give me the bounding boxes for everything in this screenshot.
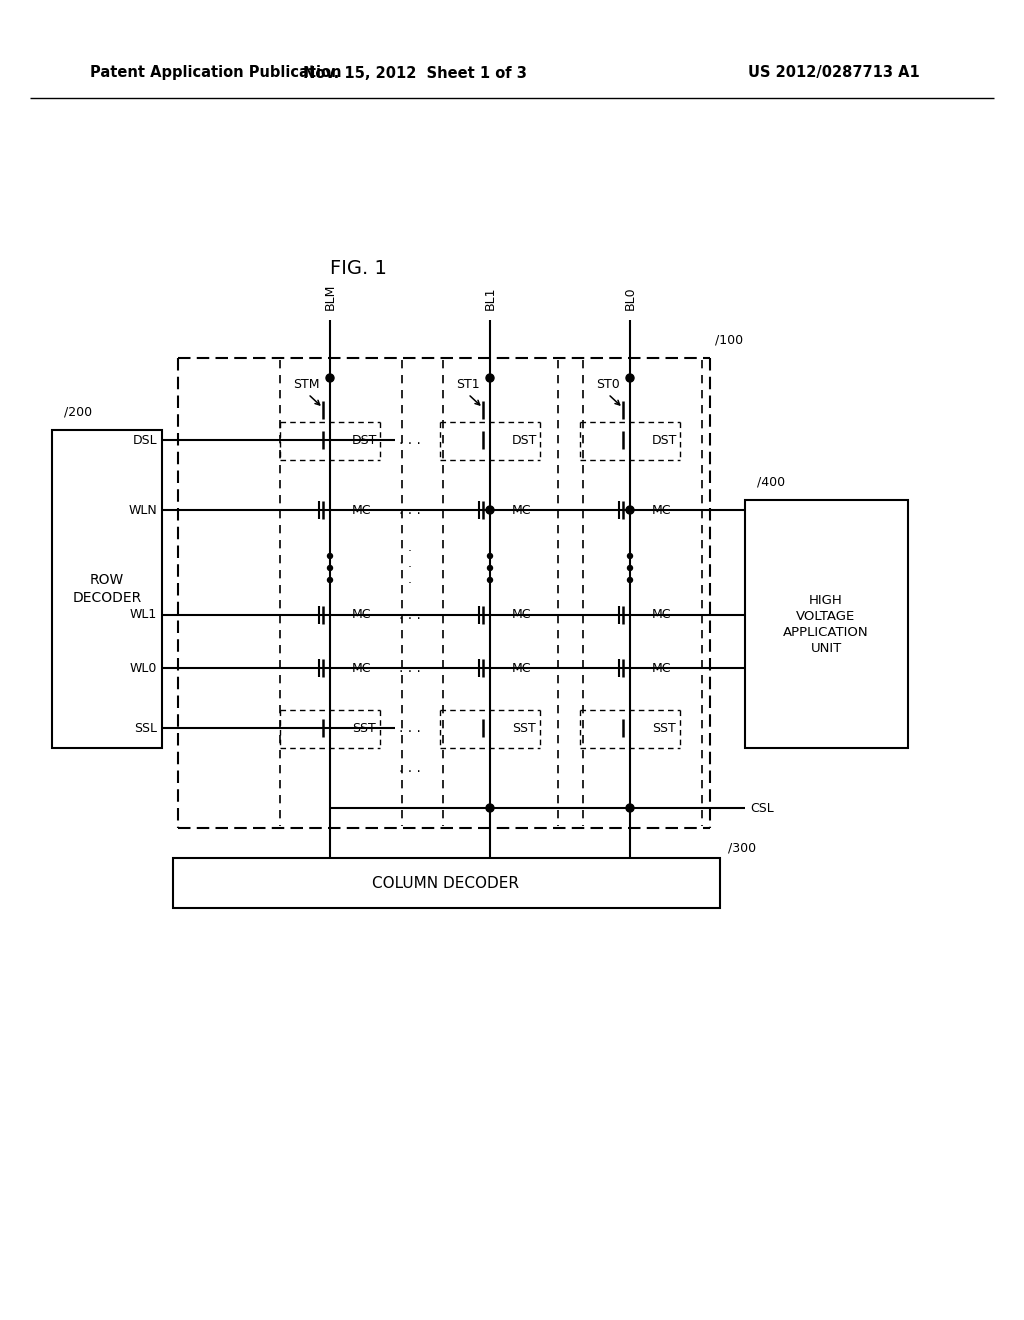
Text: /200: /200 <box>63 405 92 418</box>
Text: MC: MC <box>512 661 531 675</box>
Text: MC: MC <box>512 503 531 516</box>
Text: . . .: . . . <box>399 433 421 447</box>
Circle shape <box>487 578 493 582</box>
Text: SST: SST <box>512 722 536 734</box>
Text: BL0: BL0 <box>624 286 637 310</box>
Text: . . .: . . . <box>399 609 421 622</box>
Text: DST: DST <box>652 433 677 446</box>
Text: MC: MC <box>652 503 672 516</box>
Bar <box>745 500 908 748</box>
Bar <box>52 430 162 748</box>
Text: COLUMN DECODER: COLUMN DECODER <box>373 875 519 891</box>
Text: MC: MC <box>652 609 672 622</box>
Circle shape <box>626 804 634 812</box>
Text: ST0: ST0 <box>596 378 620 391</box>
Text: US 2012/0287713 A1: US 2012/0287713 A1 <box>748 66 920 81</box>
Text: . . .: . . . <box>399 661 421 675</box>
Circle shape <box>626 506 634 513</box>
Text: SST: SST <box>652 722 676 734</box>
Text: . . .: . . . <box>399 503 421 517</box>
Text: HIGH
VOLTAGE
APPLICATION
UNIT: HIGH VOLTAGE APPLICATION UNIT <box>783 594 868 655</box>
Circle shape <box>628 553 633 558</box>
Circle shape <box>487 553 493 558</box>
Bar <box>173 858 720 908</box>
Circle shape <box>486 374 494 381</box>
Circle shape <box>486 506 494 513</box>
Text: ST1: ST1 <box>457 378 480 391</box>
Circle shape <box>486 804 494 812</box>
Circle shape <box>328 553 333 558</box>
Circle shape <box>328 578 333 582</box>
Text: /300: /300 <box>728 842 756 854</box>
Text: MC: MC <box>512 609 531 622</box>
Text: BL1: BL1 <box>483 286 497 310</box>
Text: WL0: WL0 <box>130 661 157 675</box>
Text: STM: STM <box>294 378 319 391</box>
Circle shape <box>487 565 493 570</box>
Text: FIG. 1: FIG. 1 <box>330 259 386 277</box>
Text: MC: MC <box>352 661 372 675</box>
Circle shape <box>326 374 334 381</box>
Text: . . .: . . . <box>399 762 421 775</box>
Text: DST: DST <box>512 433 538 446</box>
Text: ·
·
·: · · · <box>408 545 412 590</box>
Text: WL1: WL1 <box>130 609 157 622</box>
Text: DST: DST <box>352 433 378 446</box>
Text: DSL: DSL <box>132 433 157 446</box>
Text: WLN: WLN <box>128 503 157 516</box>
Circle shape <box>628 578 633 582</box>
Text: BLM: BLM <box>324 284 337 310</box>
Circle shape <box>628 565 633 570</box>
Text: MC: MC <box>652 661 672 675</box>
Text: . . .: . . . <box>399 721 421 735</box>
Text: ROW
DECODER: ROW DECODER <box>73 573 141 605</box>
Text: Nov. 15, 2012  Sheet 1 of 3: Nov. 15, 2012 Sheet 1 of 3 <box>303 66 527 81</box>
Text: /400: /400 <box>757 475 785 488</box>
Text: CSL: CSL <box>750 801 774 814</box>
Text: MC: MC <box>352 609 372 622</box>
Text: /100: /100 <box>715 334 743 346</box>
Text: SSL: SSL <box>134 722 157 734</box>
Text: SST: SST <box>352 722 376 734</box>
Circle shape <box>328 565 333 570</box>
Text: Patent Application Publication: Patent Application Publication <box>90 66 341 81</box>
Text: MC: MC <box>352 503 372 516</box>
Circle shape <box>626 374 634 381</box>
